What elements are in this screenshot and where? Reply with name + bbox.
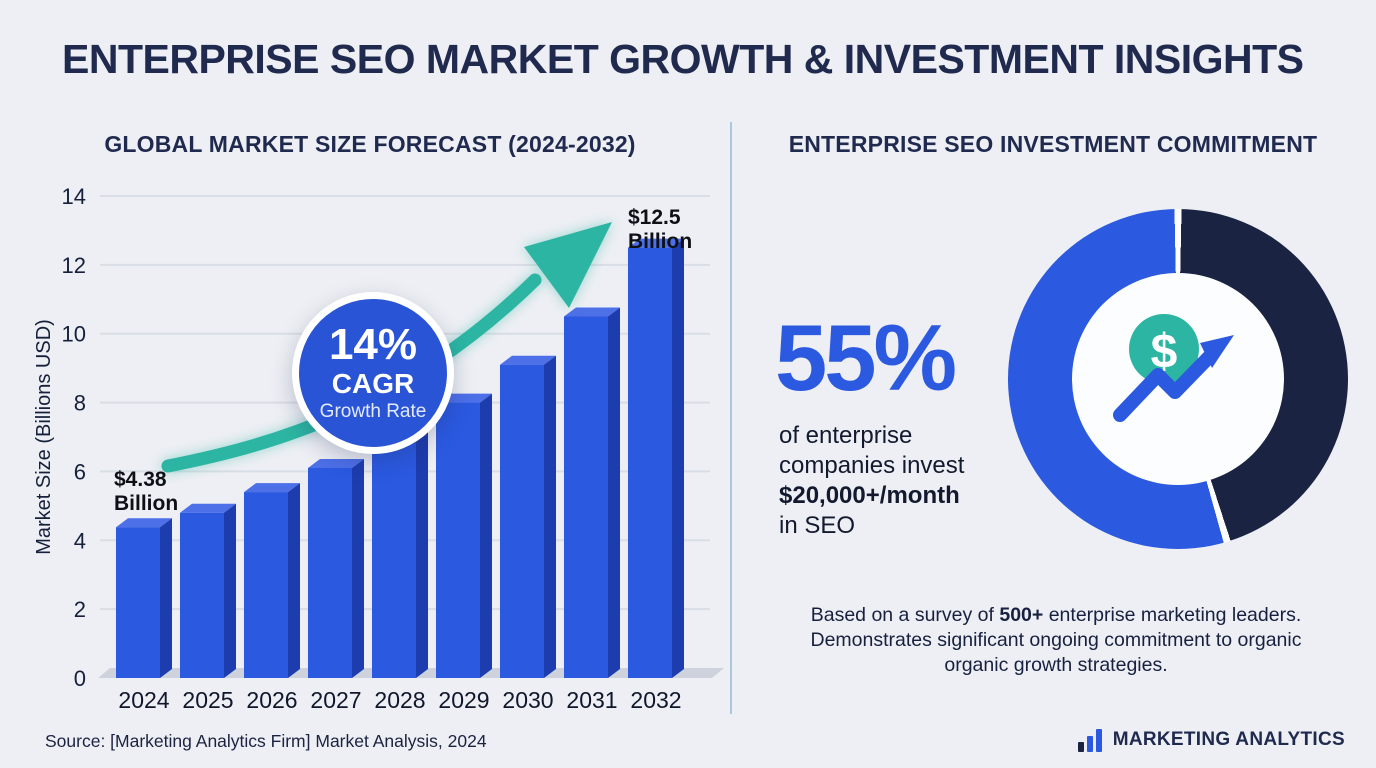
y-tick-8: 8 [74, 391, 86, 416]
y-tick-0: 0 [74, 666, 86, 691]
bar-2029 [436, 393, 492, 678]
bar-2031 [564, 307, 620, 678]
y-tick-4: 4 [74, 528, 86, 553]
brand-name: MARKETING ANALYTICS [1112, 729, 1345, 750]
end-value: $12.5 [628, 206, 681, 229]
y-tick-12: 12 [62, 253, 86, 278]
right-chart-title: ENTERPRISE SEO INVESTMENT COMMITMENT [788, 131, 1318, 157]
bar-2025 [180, 503, 236, 678]
y-tick-10: 10 [62, 322, 86, 347]
stat-line-4: in SEO [779, 512, 856, 539]
cagr-value: 14% [328, 320, 418, 369]
end-value-unit: Billion [628, 230, 693, 253]
note-respondents: 500+ [999, 604, 1044, 626]
bar-2028 [372, 428, 428, 678]
money-growth-icon: $ [1113, 314, 1234, 422]
stat-description: of enterprise companies invest $20,000+/… [779, 421, 964, 541]
market-size-bar-chart: 0 2 4 6 8 10 12 14 Market Size (Billions USD) 202… [33, 184, 724, 713]
page-title: ENTERPRISE SEO MARKET GROWTH & INVESTMEN… [62, 36, 1304, 82]
trend-arrowhead-icon [1200, 335, 1234, 368]
cagr-badge: 14% CAGR Growth Rate [292, 292, 454, 454]
start-value-annotation: $4.38 Billion [114, 468, 178, 516]
coin-icon [1129, 314, 1199, 384]
bar-2027 [308, 458, 364, 678]
investment-donut-chart: $ [1008, 209, 1348, 549]
survey-note: Based on a survey of 500+ enterprise mar… [752, 603, 1360, 678]
note-line3: organic growth strategies. [944, 654, 1168, 676]
bar-2030 [500, 355, 556, 678]
start-value-unit: Billion [114, 492, 179, 515]
note-line1c: enterprise marketing leaders. [1043, 604, 1302, 626]
stat-percentage: 55% [775, 305, 957, 410]
bar-2032 [628, 238, 684, 678]
y-axis-label: Market Size (Billions USD) [33, 319, 55, 555]
y-tick-6: 6 [74, 459, 86, 484]
x-tick-2025: 2025 [182, 687, 233, 713]
y-tick-2: 2 [74, 597, 86, 622]
left-chart-title: GLOBAL MARKET SIZE FORECAST (2024-2032) [104, 131, 636, 157]
note-line1a: Based on a survey of [810, 604, 1000, 626]
start-value: $4.38 [114, 468, 167, 491]
x-tick-2030: 2030 [502, 687, 553, 713]
x-tick-2028: 2028 [374, 687, 425, 713]
end-value-annotation: $12.5 Billion [628, 206, 692, 254]
brand-logo-lockup: MARKETING ANALYTICS [1077, 727, 1345, 753]
stat-line-2: companies invest [779, 452, 965, 479]
panel-divider [730, 122, 732, 714]
cagr-sublabel: Growth Rate [319, 401, 427, 422]
trend-zigzag-icon [1113, 349, 1217, 422]
x-tick-2026: 2026 [246, 687, 297, 713]
x-tick-2029: 2029 [438, 687, 489, 713]
cagr-label: CAGR [331, 368, 415, 399]
stat-line-1: of enterprise [779, 422, 913, 449]
bar-chart-logo-icon [1077, 729, 1102, 752]
x-tick-2032: 2032 [630, 687, 681, 713]
bar-2026 [244, 483, 300, 678]
source-note: Source: [Marketing Analytics Firm] Marke… [45, 731, 487, 751]
x-tick-2027: 2027 [310, 687, 361, 713]
note-line2: Demonstrates significant ongoing commitm… [810, 629, 1302, 651]
y-tick-14: 14 [62, 184, 86, 209]
stat-line-3: $20,000+/month [779, 482, 960, 509]
bar-2024 [116, 518, 172, 678]
x-tick-2024: 2024 [118, 687, 169, 713]
x-tick-2031: 2031 [566, 687, 617, 713]
